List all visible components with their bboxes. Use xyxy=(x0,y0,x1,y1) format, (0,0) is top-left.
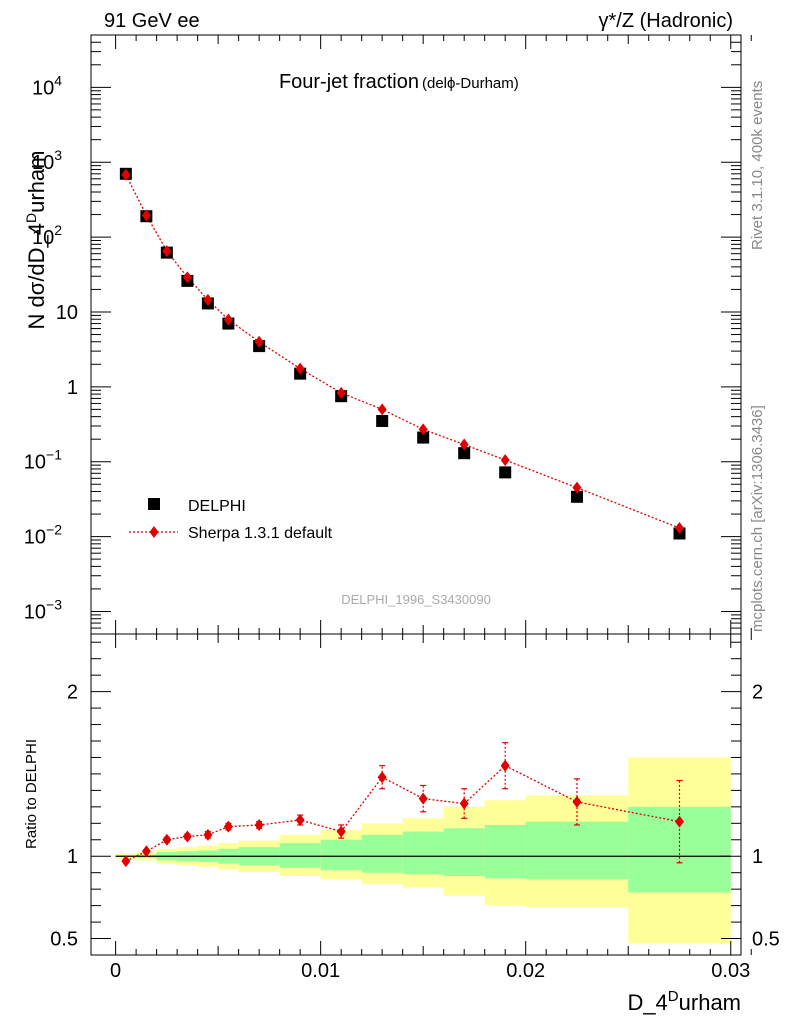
uncertainty-band-inner xyxy=(279,843,321,868)
y-tick-base: 1 xyxy=(67,377,78,399)
sherpa-point xyxy=(295,362,305,375)
y-tick-label: 10−1 xyxy=(24,447,62,474)
ratio-y-tick-label: 0.5 xyxy=(50,929,78,951)
sherpa-point xyxy=(674,522,684,535)
x-tick-label: 0 xyxy=(110,960,121,982)
sherpa-point xyxy=(377,403,387,416)
sherpa-point xyxy=(500,454,510,467)
sherpa-point xyxy=(223,313,233,326)
delphi-point xyxy=(376,414,389,427)
y-tick-base: 10 xyxy=(32,152,54,174)
sherpa-point xyxy=(141,209,151,222)
x-tick-label: 0.02 xyxy=(506,960,545,982)
legend-sherpa-label: Sherpa 1.3.1 default xyxy=(188,525,333,542)
delphi-point xyxy=(458,447,471,460)
ratio-point xyxy=(162,833,172,846)
y-tick-base: 10 xyxy=(24,601,46,623)
main-title-suffix: (delϕ-Durham) xyxy=(422,75,519,92)
ratio-point xyxy=(182,830,192,843)
header-left: 91 GeV ee xyxy=(104,10,200,32)
legend-delphi-label: DELPHI xyxy=(188,498,246,515)
ratio-point xyxy=(203,828,213,841)
sherpa-point xyxy=(336,386,346,399)
y-tick-base: 10 xyxy=(24,452,46,474)
sherpa-point xyxy=(572,481,582,494)
delphi-point xyxy=(499,466,512,479)
ratio-y-tick-label: 2 xyxy=(67,682,78,704)
ratio-y-tick-label: 1 xyxy=(67,846,78,868)
uncertainty-band-inner xyxy=(443,828,485,876)
ratio-point xyxy=(377,771,387,784)
delphi-point xyxy=(417,431,430,444)
mcplots-label: mcplots.cern.ch [arXiv:1306.3436] xyxy=(749,405,766,632)
y-tick-exponent: 3 xyxy=(54,147,62,163)
y-tick-exponent: −3 xyxy=(46,596,62,612)
sherpa-point xyxy=(203,293,213,306)
ratio-point xyxy=(336,825,346,838)
sherpa-point xyxy=(182,271,192,284)
main-ylabel: N dσ/dD_4Durham xyxy=(23,150,49,329)
main-frame xyxy=(90,34,742,635)
ratio-point xyxy=(459,797,469,810)
uncertainty-band-inner xyxy=(320,839,362,871)
y-tick-label: 10−2 xyxy=(24,522,62,549)
x-axis-label: D_4Durham xyxy=(627,988,741,1015)
uncertainty-band-inner xyxy=(361,834,403,873)
uncertainty-band-inner xyxy=(525,821,629,880)
sherpa-point xyxy=(121,168,131,181)
y-tick-exponent: 4 xyxy=(54,72,62,88)
ratio-ylabel: Ratio to DELPHI xyxy=(23,739,40,849)
uncertainty-band-inner xyxy=(402,831,444,875)
y-tick-exponent: −1 xyxy=(46,447,62,463)
x-tick-label: 0.03 xyxy=(711,960,750,982)
ratio-point xyxy=(223,820,233,833)
ratio-point xyxy=(572,795,582,808)
sherpa-point xyxy=(418,423,428,436)
y-tick-label: 1 xyxy=(67,377,78,399)
sherpa-point xyxy=(254,335,264,348)
ratio-panel: 2 21 10.5 0.50 0.01 0.02 0.03 Ratio to DELPHI … xyxy=(23,633,780,1015)
ratio-frame xyxy=(90,633,742,956)
ratio-point xyxy=(121,855,131,868)
y-tick-base: 10 xyxy=(24,527,46,549)
ratio-point xyxy=(141,845,151,858)
y-tick-base: 10 xyxy=(32,77,54,99)
legend: DELPHI Sherpa 1.3.1 default xyxy=(129,498,333,542)
analysis-watermark: DELPHI_1996_S3430090 xyxy=(341,592,491,607)
y-tick-label: 104 xyxy=(32,72,62,99)
ratio-point xyxy=(674,815,684,828)
y-tick-exponent: −2 xyxy=(46,522,62,538)
ratio-point xyxy=(254,818,264,831)
y-tick-base: 10 xyxy=(32,227,54,249)
rivet-label: Rivet 3.1.10, 400k events xyxy=(749,81,766,250)
y-tick-base: 10 xyxy=(56,302,78,324)
delphi-point xyxy=(570,490,583,503)
ratio-y-tick-label-right: 0.5 xyxy=(752,929,780,951)
legend-delphi-marker xyxy=(148,498,160,510)
y-tick-label: 10−3 xyxy=(24,596,62,623)
ratio-y-tick-label-right: 2 xyxy=(752,682,763,704)
legend-sherpa-marker xyxy=(149,526,159,538)
header-right: γ*/Z (Hadronic) xyxy=(599,10,733,32)
uncertainty-band-inner xyxy=(484,824,526,879)
y-tick-label: 103 xyxy=(32,147,62,174)
ratio-point xyxy=(418,792,428,805)
x-tick-label: 0.01 xyxy=(301,960,340,982)
sherpa-point xyxy=(459,438,469,451)
y-tick-label: 102 xyxy=(32,222,62,249)
ratio-point xyxy=(500,759,510,772)
y-tick-exponent: 2 xyxy=(54,222,62,238)
y-tick-label: 10 xyxy=(56,302,78,324)
ratio-y-tick-label-right: 1 xyxy=(752,846,763,868)
main-title: Four-jet fraction xyxy=(279,71,419,93)
ratio-point xyxy=(295,814,305,827)
sherpa-point xyxy=(162,245,172,258)
sherpa-line xyxy=(125,174,680,529)
